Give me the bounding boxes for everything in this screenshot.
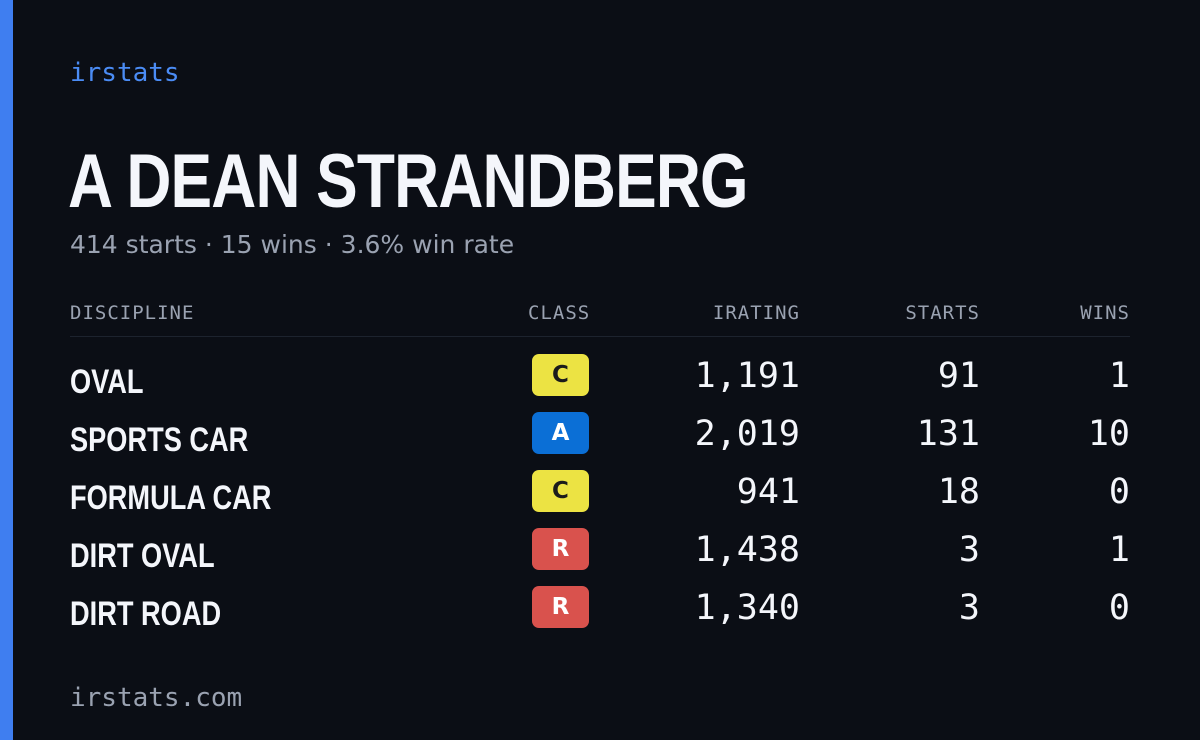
summary-wins: 15 wins [220,230,317,259]
irating-value: 1,438 [694,530,800,570]
header-class: CLASS [528,302,591,324]
irating-value: 1,340 [694,588,800,628]
discipline-name: OVAL [70,363,144,401]
wins-value: 1 [1108,530,1130,570]
irating-value: 1,191 [694,356,800,396]
class-badge: A [532,412,589,454]
summary-win-rate: 3.6% win rate [340,230,515,259]
summary-separator: · [324,230,333,259]
discipline-name: SPORTS CAR [70,421,249,459]
table-header: DISCIPLINE CLASS IRATING STARTS WINS [70,298,1130,328]
accent-bar [0,0,13,740]
table-row: DIRT OVAL R 1,438 3 1 [70,528,1130,586]
brand-logo: irstats [70,58,180,88]
starts-value: 131 [916,414,980,454]
discipline-name: DIRT OVAL [70,537,215,575]
wins-value: 0 [1108,472,1130,512]
class-badge: R [532,586,589,628]
header-starts: STARTS [905,302,980,324]
summary-starts: 414 starts [70,230,197,259]
starts-value: 3 [958,588,980,628]
irating-value: 2,019 [694,414,800,454]
header-discipline: DISCIPLINE [70,302,195,324]
header-wins: WINS [1080,302,1130,324]
discipline-name: FORMULA CAR [70,479,272,517]
class-badge: R [532,528,589,570]
table-row: OVAL C 1,191 91 1 [70,354,1130,412]
class-badge: C [532,354,589,396]
header-irating: IRATING [712,302,800,324]
driver-name: A DEAN STRANDBERG [68,139,748,224]
starts-value: 3 [958,530,980,570]
discipline-name: DIRT ROAD [70,595,222,633]
site-url-link[interactable]: irstats.com [70,683,243,713]
driver-summary: 414 starts · 15 wins · 3.6% win rate [70,228,514,262]
wins-value: 0 [1108,588,1130,628]
starts-value: 91 [937,356,980,396]
summary-separator: · [204,230,213,259]
wins-value: 10 [1087,414,1130,454]
irating-value: 941 [736,472,800,512]
wins-value: 1 [1108,356,1130,396]
starts-value: 18 [937,472,980,512]
table-row: FORMULA CAR C 941 18 0 [70,470,1130,528]
header-divider [70,336,1130,337]
class-badge: C [532,470,589,512]
table-row: DIRT ROAD R 1,340 3 0 [70,586,1130,644]
table-row: SPORTS CAR A 2,019 131 10 [70,412,1130,470]
